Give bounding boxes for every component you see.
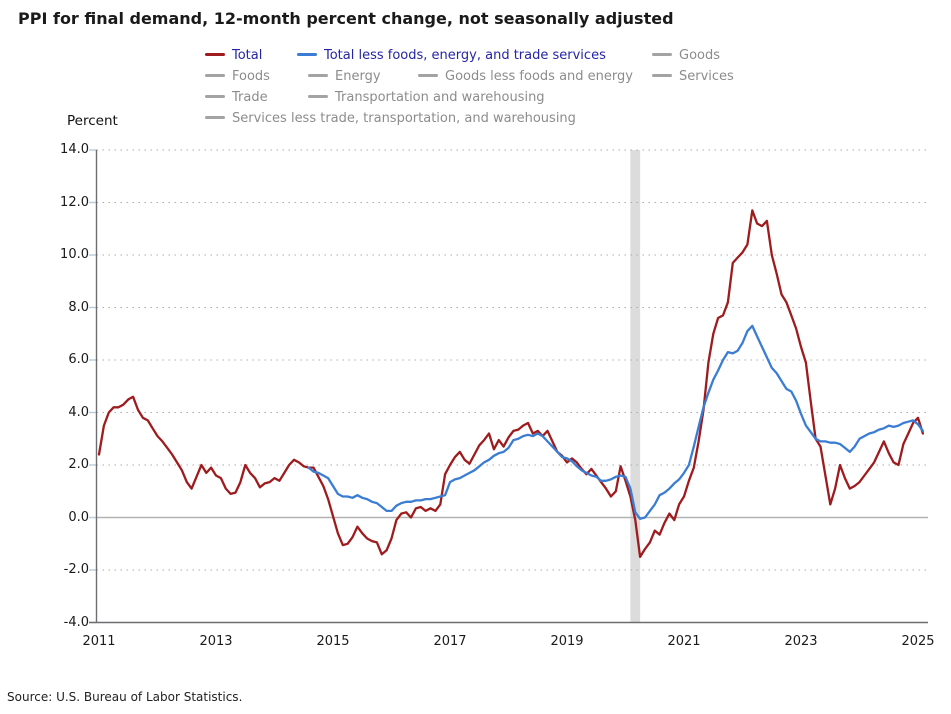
legend-swatch bbox=[297, 53, 317, 56]
legend-row: Total Total less foods, energy, and trade… bbox=[205, 48, 945, 64]
legend-label: Total bbox=[232, 48, 263, 63]
legend-label: Goods less foods and energy bbox=[445, 69, 633, 84]
legend-item-services-less-trade-transportation-and-w[interactable]: Services less trade, transportation, and… bbox=[205, 111, 576, 127]
y-axis-tick-label: -2.0 bbox=[63, 562, 89, 577]
x-axis-tick-label: 2019 bbox=[550, 634, 584, 649]
y-axis-title: Percent bbox=[67, 113, 118, 129]
chart-legend: Total Total less foods, energy, and trade… bbox=[205, 48, 945, 134]
x-axis-tick-label: 2017 bbox=[433, 634, 467, 649]
y-axis-tick-label: 0.0 bbox=[68, 509, 89, 525]
legend-item-foods[interactable]: Foods bbox=[205, 69, 270, 85]
x-axis-tick-label: 2025 bbox=[901, 634, 935, 649]
legend-row: Foods Energy Goods less foods and energy Se… bbox=[205, 69, 945, 85]
legend-swatch bbox=[205, 53, 225, 56]
page-title: PPI for final demand, 12-month percent c… bbox=[18, 9, 674, 28]
legend-row: Trade Transportation and warehousing bbox=[205, 90, 945, 106]
legend-label: Trade bbox=[232, 90, 268, 105]
y-axis-tick-label: 12.0 bbox=[60, 194, 89, 210]
legend-label: Services bbox=[679, 69, 734, 84]
legend-item-transportation-and-warehousing[interactable]: Transportation and warehousing bbox=[308, 90, 545, 106]
y-axis-tick-label: 6.0 bbox=[68, 352, 89, 367]
x-axis-tick-label: 2011 bbox=[82, 634, 116, 649]
legend-label: Foods bbox=[232, 69, 270, 84]
legend-swatch bbox=[205, 74, 225, 77]
y-axis-tick-label: 8.0 bbox=[68, 299, 89, 315]
x-axis-tick-label: 2013 bbox=[199, 634, 233, 649]
recession-band bbox=[630, 150, 641, 623]
legend-swatch bbox=[308, 95, 328, 98]
legend-item-services[interactable]: Services bbox=[652, 69, 734, 85]
legend-label: Total less foods, energy, and trade serv… bbox=[324, 48, 606, 63]
legend-label: Services less trade, transportation, and… bbox=[232, 111, 576, 126]
y-axis-tick-label: 2.0 bbox=[68, 457, 89, 472]
core-series-line[interactable] bbox=[307, 324, 925, 520]
x-axis-tick-label: 2015 bbox=[316, 634, 350, 649]
legend-item-total[interactable]: Total bbox=[205, 48, 262, 64]
legend-label: Energy bbox=[335, 69, 381, 84]
legend-item-total-less-foods-energy-and-trade-servic[interactable]: Total less foods, energy, and trade serv… bbox=[297, 48, 606, 64]
legend-row: Services less trade, transportation, and… bbox=[205, 111, 945, 127]
legend-label: Transportation and warehousing bbox=[335, 90, 545, 105]
y-axis-tick-label: 14.0 bbox=[60, 142, 89, 157]
total-series-line[interactable] bbox=[97, 209, 925, 559]
legend-swatch bbox=[308, 74, 328, 77]
legend-item-trade[interactable]: Trade bbox=[205, 90, 268, 106]
source-note: Source: U.S. Bureau of Labor Statistics. bbox=[7, 690, 243, 704]
y-axis-tick-label: -4.0 bbox=[63, 614, 89, 630]
x-axis-tick-label: 2021 bbox=[667, 634, 701, 649]
chart-plot-area bbox=[89, 149, 928, 624]
legend-swatch bbox=[205, 116, 225, 119]
legend-swatch bbox=[652, 53, 672, 56]
legend-swatch bbox=[652, 74, 672, 77]
legend-swatch bbox=[205, 95, 225, 98]
legend-item-goods-less-foods-and-energy[interactable]: Goods less foods and energy bbox=[418, 69, 633, 85]
legend-item-goods[interactable]: Goods bbox=[652, 48, 720, 64]
x-axis-tick-label: 2023 bbox=[784, 634, 818, 649]
legend-swatch bbox=[418, 74, 438, 77]
legend-label: Goods bbox=[679, 48, 721, 63]
y-axis-tick-label: 4.0 bbox=[68, 404, 89, 420]
y-axis-tick-label: 10.0 bbox=[60, 247, 89, 262]
legend-item-energy[interactable]: Energy bbox=[308, 69, 381, 85]
